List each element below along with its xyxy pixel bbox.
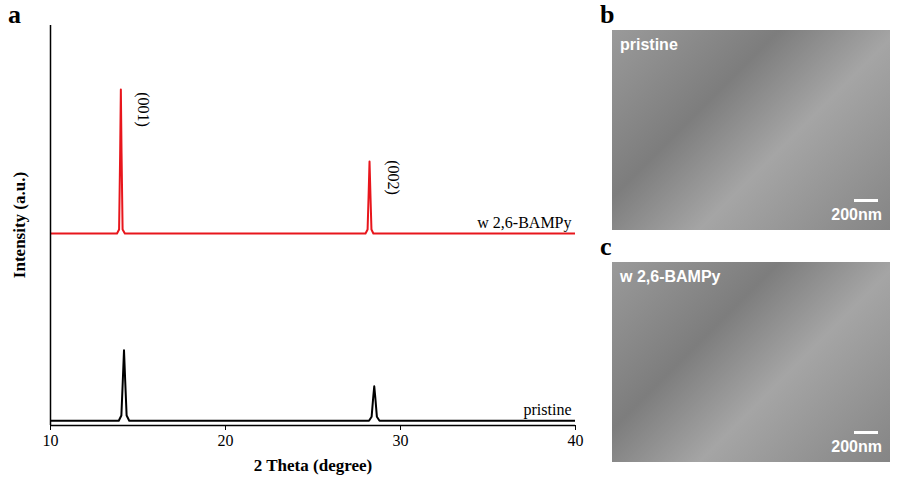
svg-text:2 Theta (degree): 2 Theta (degree) <box>254 456 372 475</box>
svg-text:20: 20 <box>218 432 234 449</box>
svg-text:pristine: pristine <box>524 401 572 419</box>
html-text:pristine: pristine <box>620 36 678 53</box>
svg-text:40: 40 <box>568 432 584 449</box>
svg-text:30: 30 <box>393 432 409 449</box>
svg-text:w 2,6-BAMPy: w 2,6-BAMPy <box>477 214 571 232</box>
svg-text:(002): (002) <box>384 160 402 195</box>
html-text:Intensity (a.u.): Intensity (a.u.) <box>10 171 29 279</box>
svg-text:(001): (001) <box>134 92 152 127</box>
html-text:w 2,6-BAMPy: w 2,6-BAMPy <box>620 268 721 285</box>
html-text:200nm: 200nm <box>831 438 882 455</box>
svg-text:10: 10 <box>43 432 59 449</box>
html-text:c: c <box>600 232 612 261</box>
html-text:a: a <box>8 0 21 29</box>
html-text:200nm: 200nm <box>831 206 882 223</box>
html-text:b: b <box>600 0 615 29</box>
